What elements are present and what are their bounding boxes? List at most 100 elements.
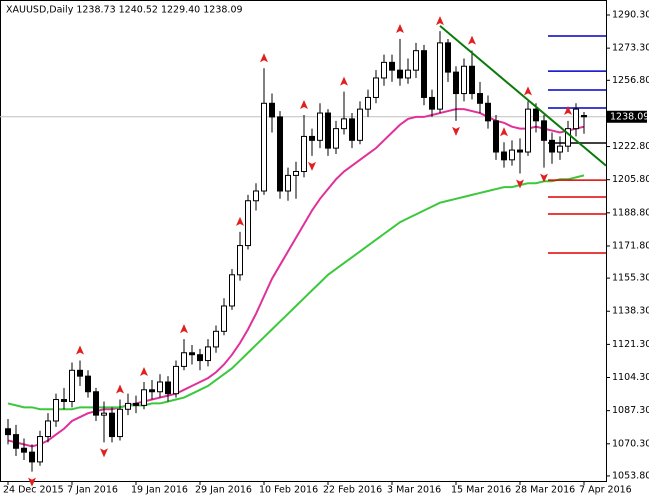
candle-body (269, 102, 275, 118)
candle-body (21, 447, 27, 453)
candle-body (5, 428, 11, 436)
candle-body (405, 69, 411, 79)
x-tick-label: 19 Jan 2016 (131, 485, 188, 496)
y-tick-label: 1087.30 (612, 405, 649, 416)
candle-body (237, 245, 243, 276)
candle-body (85, 375, 91, 393)
last-price-label: 1238.09 (610, 111, 649, 122)
fractal-up (396, 23, 404, 33)
candle-body (469, 65, 475, 95)
fractal-up (524, 86, 532, 96)
y-tick-label: 1155.30 (612, 273, 649, 284)
candle-body (117, 408, 123, 438)
candle-body (525, 108, 531, 153)
candle-body (437, 42, 443, 110)
y-tick-label: 1053.80 (612, 470, 649, 481)
candle-body (581, 115, 587, 118)
x-tick-label: 7 Apr 2016 (579, 485, 632, 496)
x-tick-label: 28 Mar 2016 (515, 485, 575, 496)
candle-body (109, 412, 115, 438)
y-tick-label: 1188.80 (612, 207, 649, 218)
fractal-up (260, 53, 268, 63)
candle-body (37, 436, 43, 463)
candle-body (541, 120, 547, 141)
candle-body (157, 381, 163, 393)
candle-body (301, 135, 307, 173)
candle-body (165, 381, 171, 395)
candle-body (125, 402, 131, 410)
candle-body (133, 402, 139, 406)
candle-body (365, 96, 371, 110)
candle-body (229, 274, 235, 307)
candle-body (245, 200, 251, 247)
candle-body (309, 135, 315, 141)
candle-body (101, 412, 107, 416)
x-tick-label: 22 Feb 2016 (323, 485, 382, 496)
fractal-up (436, 16, 444, 26)
candle-body (573, 108, 579, 130)
candle-body (285, 174, 291, 192)
fractal-up (300, 99, 308, 109)
x-tick-label: 24 Dec 2015 (3, 485, 64, 496)
fractal-down (28, 477, 36, 487)
candle-body (341, 118, 347, 130)
y-tick-label: 1121.30 (612, 339, 649, 350)
candle-body (557, 145, 563, 153)
candle-body (389, 61, 395, 71)
candle-body (213, 330, 219, 348)
candle-body (485, 102, 491, 122)
candle-body (181, 352, 187, 367)
fractal-down (100, 448, 108, 458)
fractal-down (516, 179, 524, 189)
fractal-down (308, 161, 316, 171)
fractal-up (76, 345, 84, 355)
candle-body (333, 128, 339, 149)
fractal-up (340, 76, 348, 86)
candle-body (349, 118, 355, 141)
candle-body (205, 346, 211, 362)
fractal-up (500, 127, 508, 137)
candle-body (517, 149, 523, 153)
y-tick-label: 1070.30 (612, 438, 649, 449)
fractal-up (180, 324, 188, 334)
candle-body (477, 93, 483, 104)
fractal-up (236, 216, 244, 226)
candle-body (277, 116, 283, 192)
candle-body (429, 96, 435, 110)
y-tick-label: 1256.80 (612, 75, 649, 86)
candle-body (373, 77, 379, 98)
plot-frame (0, 0, 607, 482)
candle-body (189, 352, 195, 356)
candle-body (93, 391, 99, 416)
y-tick-label: 1205.80 (612, 174, 649, 185)
candle-body (77, 369, 83, 377)
fractal-down (540, 173, 548, 183)
chart-header: XAUUSD,Daily 1238.73 1240.52 1229.40 123… (6, 5, 243, 16)
x-tick-label: 15 Mar 2016 (451, 485, 511, 496)
fractal-up (468, 35, 476, 45)
candle-body (381, 61, 387, 79)
x-tick-label: 7 Jan 2016 (67, 485, 118, 496)
y-tick-label: 1273.30 (612, 43, 649, 54)
candle-body (173, 365, 179, 395)
candle-body (221, 305, 227, 332)
x-tick-label: 3 Mar 2016 (387, 485, 441, 496)
y-tick-label: 1171.80 (612, 240, 649, 251)
candle-body (61, 399, 67, 402)
fractal-down (452, 126, 460, 136)
candle-body (445, 42, 451, 73)
candle-body (493, 120, 499, 153)
candle-body (45, 420, 51, 438)
candle-body (453, 71, 459, 95)
candle-body (29, 451, 35, 463)
candle-body (325, 112, 331, 149)
candle-body (501, 151, 507, 161)
fractal-up (116, 384, 124, 394)
candle-body (549, 139, 555, 153)
x-tick-label: 10 Feb 2016 (259, 485, 318, 496)
last-price-box (607, 110, 647, 123)
candle-body (509, 149, 515, 161)
candle-body (197, 354, 203, 362)
